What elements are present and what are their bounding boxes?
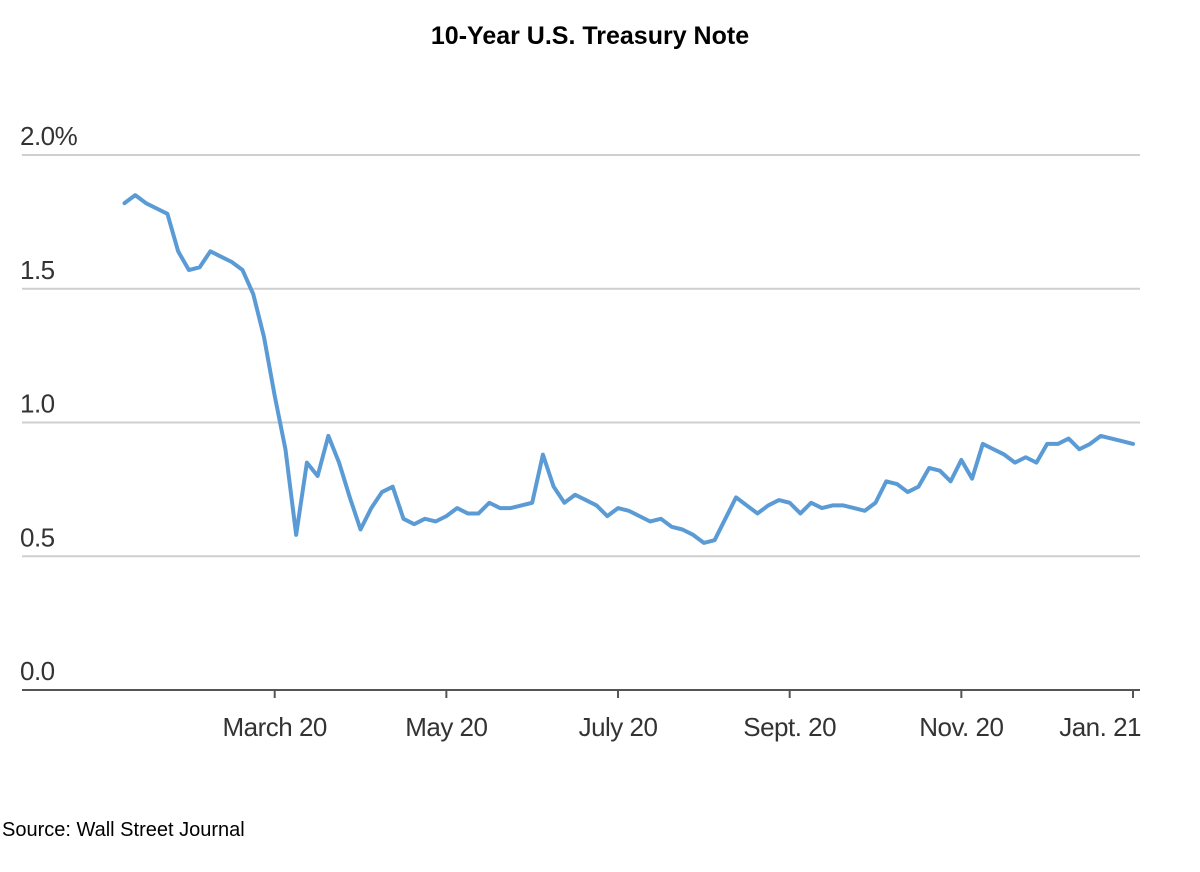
x-tick-label: Sept. 20: [743, 712, 836, 742]
chart-title: 10-Year U.S. Treasury Note: [431, 22, 749, 50]
x-tick-label: Jan. 21: [1059, 712, 1141, 742]
y-tick-label: 1.5: [20, 255, 55, 285]
x-tick-label: May 20: [405, 712, 487, 742]
yield-line: [122, 193, 1135, 545]
y-tick-label: 0.5: [20, 522, 55, 552]
source-note: Source: Wall Street Journal: [2, 819, 245, 841]
x-tick-label: March 20: [223, 712, 327, 742]
y-tick-label: 2.0%: [20, 121, 78, 151]
x-tick-label: July 20: [579, 712, 658, 742]
y-tick-label: 0.0: [20, 656, 55, 686]
y-tick-label: 1.0: [20, 389, 55, 419]
x-tick-label: Nov. 20: [919, 712, 1003, 742]
